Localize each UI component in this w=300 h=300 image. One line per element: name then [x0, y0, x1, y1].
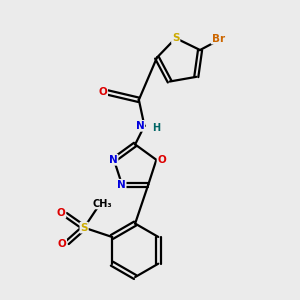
- Text: N: N: [109, 155, 118, 165]
- Text: S: S: [80, 223, 88, 232]
- Text: O: O: [57, 208, 65, 218]
- Text: O: O: [57, 239, 66, 249]
- Text: S: S: [172, 33, 179, 43]
- Text: O: O: [158, 155, 166, 165]
- Text: O: O: [98, 87, 107, 98]
- Text: Br: Br: [212, 34, 225, 44]
- Text: N: N: [136, 121, 144, 131]
- Text: CH₃: CH₃: [93, 199, 112, 208]
- Text: N: N: [117, 180, 126, 190]
- Text: H: H: [152, 123, 160, 133]
